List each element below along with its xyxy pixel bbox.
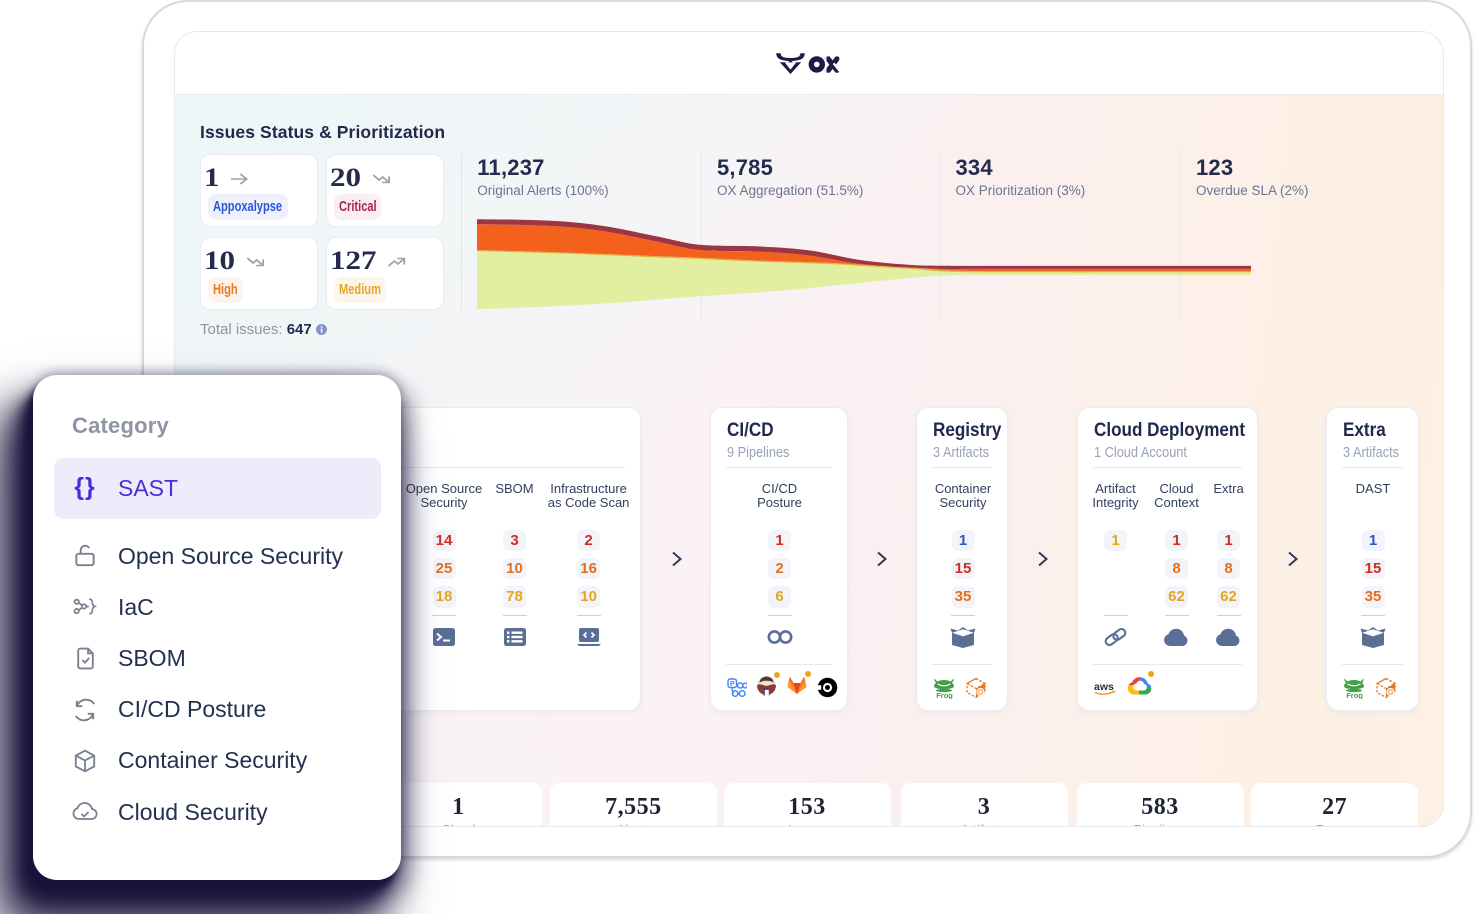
svg-text:aws: aws [1094, 681, 1114, 693]
svg-text:Frog: Frog [936, 691, 953, 699]
svg-text:Frog: Frog [1346, 691, 1363, 699]
svg-text:P: P [730, 681, 735, 688]
